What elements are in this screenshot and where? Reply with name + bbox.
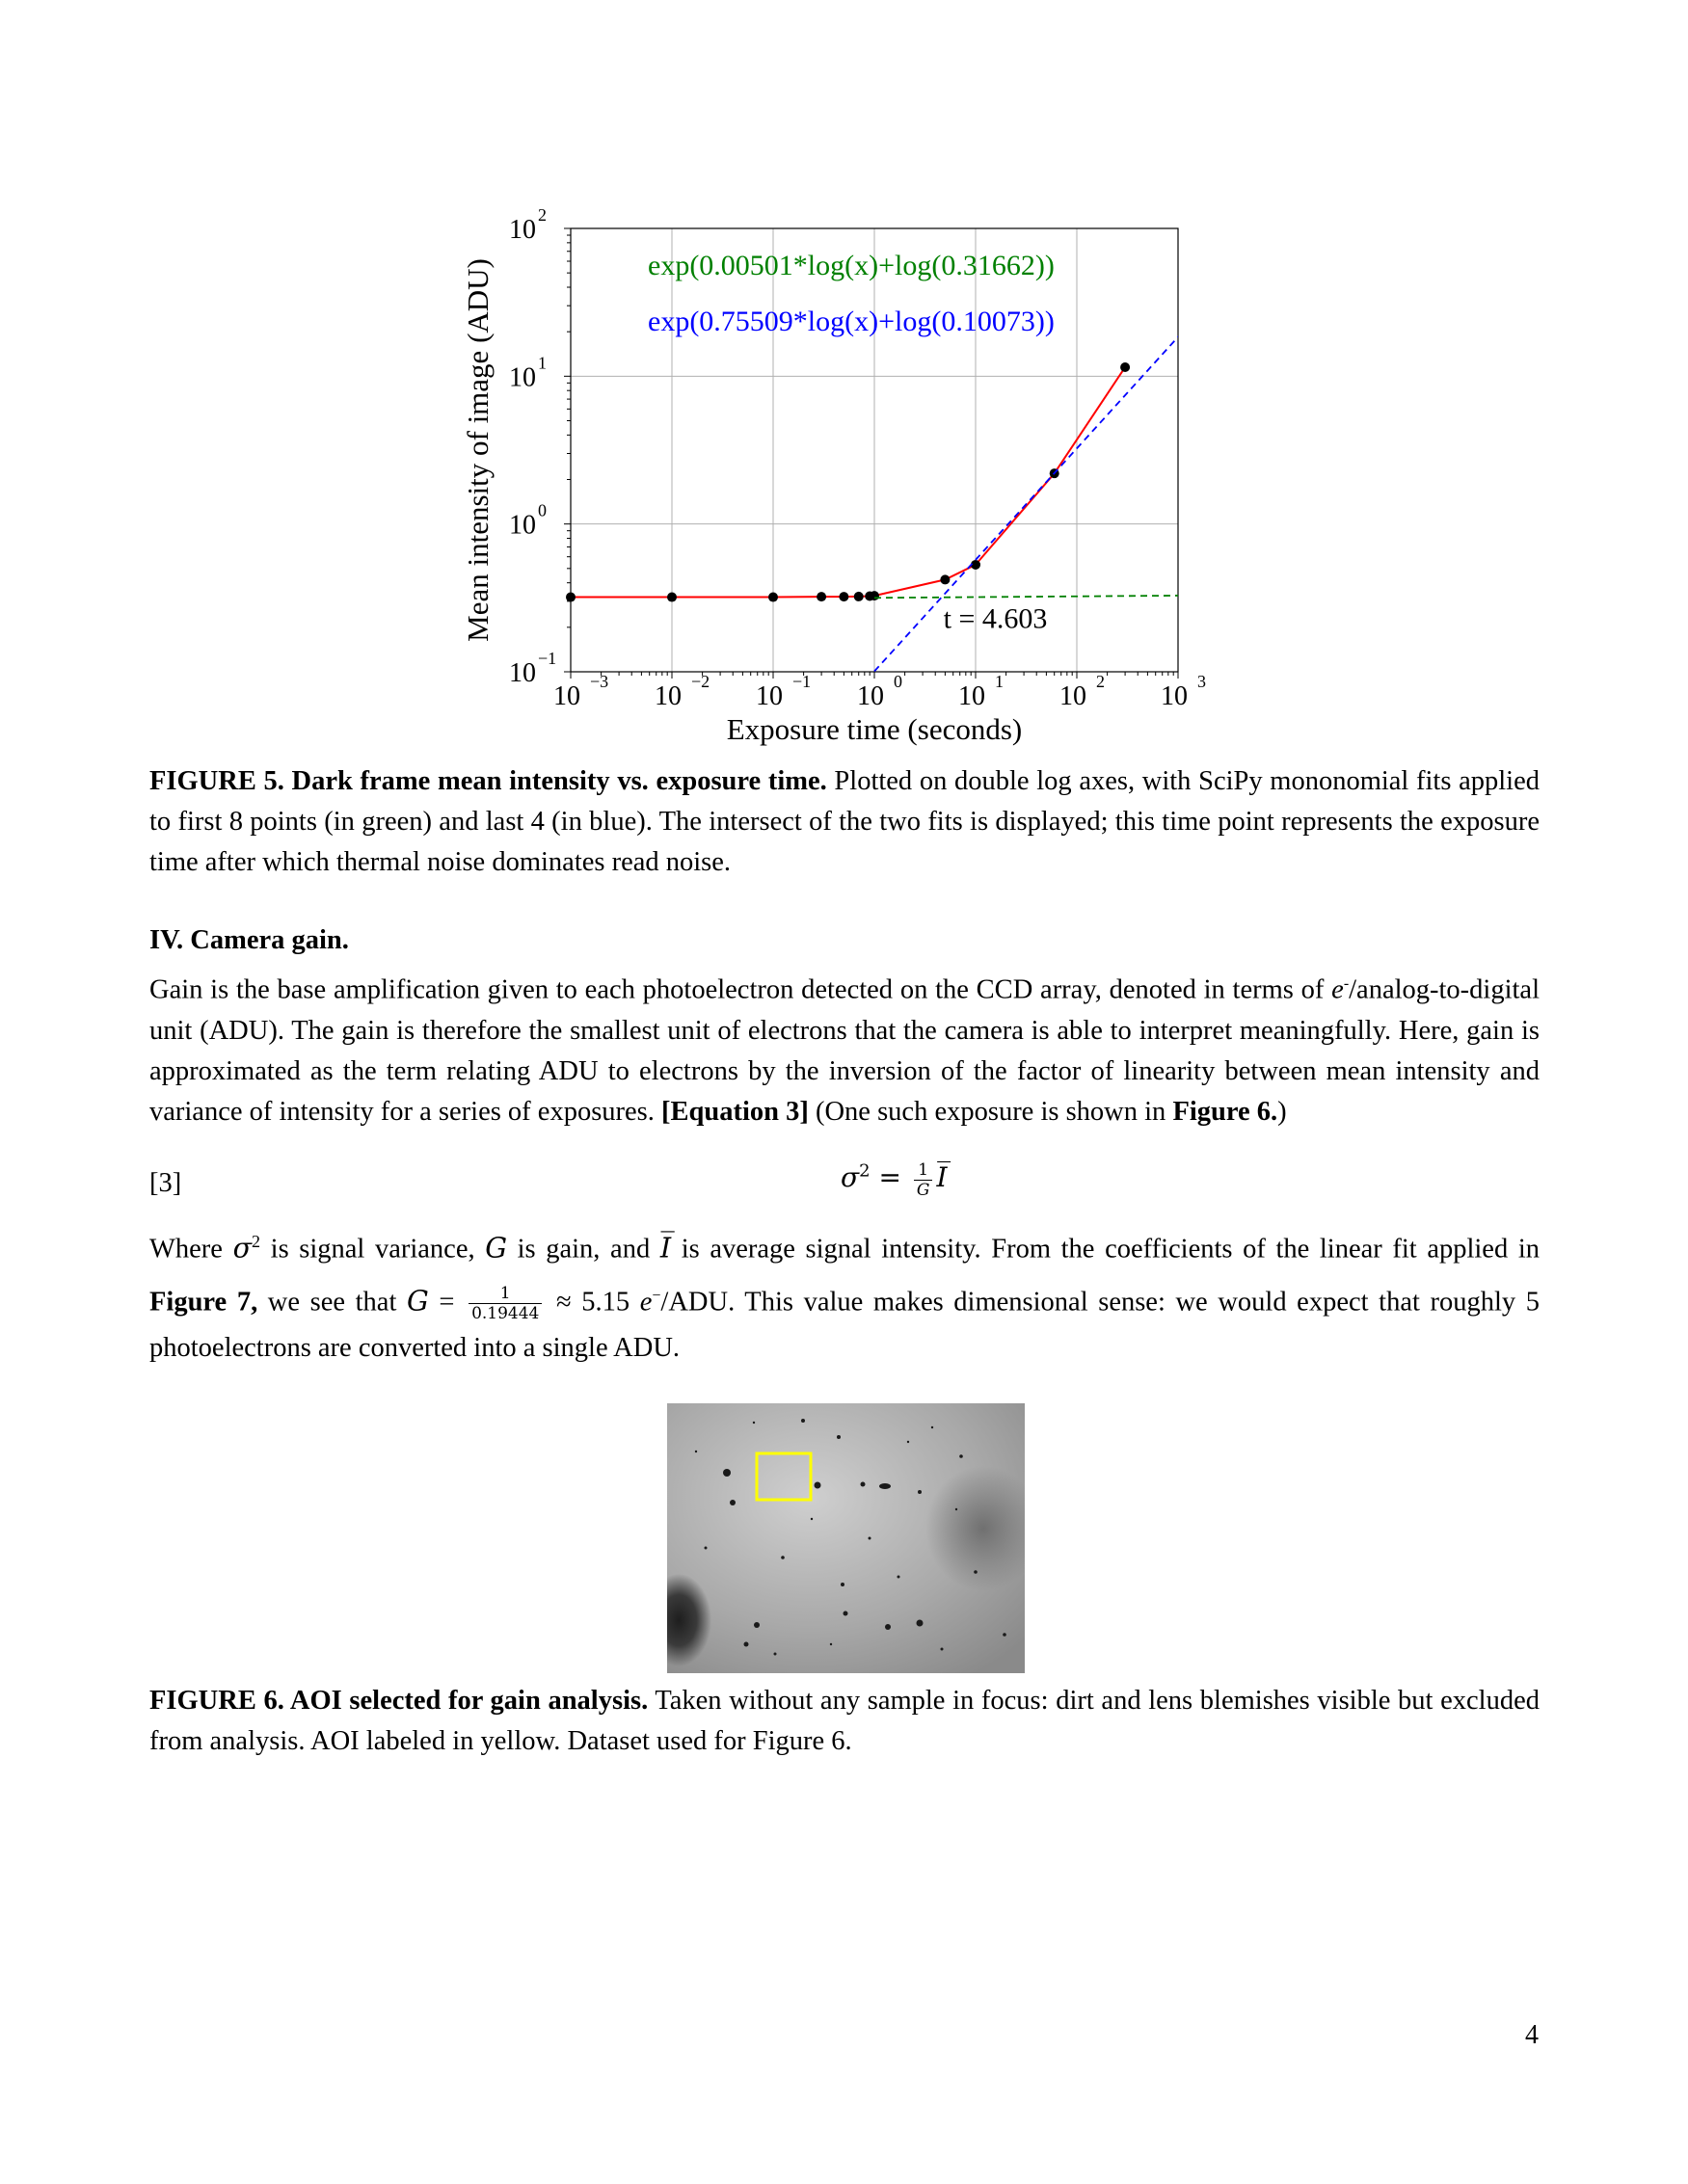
p1-text-a: Gain is the base amplification given to … (149, 974, 1332, 1005)
paragraph-gain-result: Where σ2 is signal variance, G is gain, … (149, 1218, 1540, 1372)
p1-electron-sup: - (1343, 975, 1350, 992)
figure-5-chart: 10 −3 10 −2 10 −1 10 0 10 1 10 2 10 3 10 −1 10 0 10 1 10 2 Exp… (453, 198, 1224, 757)
figure-5-caption: FIGURE 5. Dark frame mean intensity vs. … (149, 761, 1540, 883)
data-point (839, 592, 849, 602)
p2-electron-sup: − (652, 1287, 661, 1304)
data-point (1120, 362, 1131, 373)
y-tick-label-exponent: 0 (538, 501, 547, 520)
figure-6-image (667, 1403, 1025, 1673)
p2-sigma: σ (232, 1232, 253, 1265)
p2-approx: ≈ 5.15 (546, 1287, 640, 1317)
p2-gain-symbol: G (485, 1232, 507, 1265)
p2-fraction-denominator: 0.19444 (471, 1303, 540, 1323)
p2-text-f: . This value makes dimensional sense: we… (149, 1287, 1541, 1363)
p2-fraction: 1 0.19444 (469, 1284, 543, 1323)
data-point (940, 574, 951, 585)
x-tick-label: 10 (655, 681, 682, 711)
figure-6-caption: FIGURE 6. AOI selected for gain analysis… (149, 1681, 1540, 1762)
equation-equals: = (870, 1160, 910, 1193)
x-tick-label-exponent: −3 (590, 672, 608, 691)
page-number: 4 (1525, 2020, 1539, 2050)
figure-6-caption-text: Taken without any sample in focus: dirt … (149, 1686, 1540, 1756)
x-tick-label-exponent: −1 (792, 672, 811, 691)
equation-3: σ2 = 1 G I̅ (841, 1160, 948, 1200)
lens-blemish-dark (667, 1574, 711, 1666)
p2-electron: e (639, 1287, 653, 1317)
equation-intensity: I̅ (936, 1160, 948, 1193)
x-tick-label-exponent: −2 (691, 672, 710, 691)
equation-denominator: G (916, 1181, 930, 1200)
p1-figure-ref: Figure 6. (1172, 1096, 1278, 1127)
x-tick-label: 10 (756, 681, 783, 711)
data-point (667, 592, 677, 602)
p2-text-a: Where (149, 1234, 233, 1265)
equation-sigma-sup: 2 (859, 1160, 871, 1182)
x-tick-label: 10 (553, 681, 580, 711)
p1-equation-ref: [Equation 3] (661, 1096, 809, 1127)
p2-text-d: is average signal intensity. From the co… (671, 1234, 1540, 1265)
x-tick-label-exponent: 1 (995, 672, 1004, 691)
x-tick-label: 10 (1161, 681, 1188, 711)
equation-label: [3] (149, 1168, 182, 1198)
p1-text-c: (One such exposure is shown in (808, 1096, 1173, 1127)
y-tick-label: 10 (509, 658, 536, 688)
p2-text-c: is gain, and (507, 1234, 660, 1265)
fit-equation-label: exp(0.75509*log(x)+log(0.10073)) (648, 306, 1055, 337)
y-axis-label: Mean intensity of image (ADU) (461, 258, 495, 642)
fit-line (873, 595, 1178, 599)
p2-sigma-sup: 2 (252, 1232, 261, 1251)
x-tick-label: 10 (857, 681, 884, 711)
y-tick-label: 10 (509, 511, 536, 541)
y-tick-label: 10 (509, 362, 536, 392)
fit-line (873, 335, 1178, 672)
intersection-annotation: t = 4.603 (944, 602, 1048, 634)
equation-numerator: 1 (913, 1160, 933, 1181)
y-tick-label: 10 (509, 215, 536, 245)
figure-6-caption-label: FIGURE 6. AOI selected for gain analysis… (149, 1686, 649, 1716)
data-line (571, 366, 1126, 599)
y-tick-label-exponent: −1 (538, 649, 556, 668)
microscope-photo (667, 1403, 1025, 1673)
x-tick-label-exponent: 3 (1197, 672, 1206, 691)
p2-text-b: is signal variance, (260, 1234, 486, 1265)
lens-blemish (925, 1466, 1025, 1591)
dirt-specks (694, 1419, 1006, 1656)
x-tick-label: 10 (1059, 681, 1086, 711)
p2-fraction-numerator: 1 (469, 1284, 543, 1304)
equation-sigma: σ (841, 1160, 860, 1193)
p1-electron: e (1331, 974, 1344, 1005)
x-tick-label: 10 (958, 681, 985, 711)
x-axis-label: Exposure time (seconds) (727, 712, 1022, 746)
aoi-box (755, 1452, 813, 1502)
figure-5-caption-text: Plotted on double log axes, with SciPy m… (149, 766, 1540, 877)
figure-5-caption-label: FIGURE 5. Dark frame mean intensity vs. … (149, 766, 827, 796)
p1-text-b: /analog-to-digital unit (ADU). The gain … (149, 974, 1540, 1127)
p2-unit: /ADU (660, 1287, 729, 1317)
data-point (853, 591, 864, 601)
data-point (768, 592, 778, 602)
fit-equation-label: exp(0.00501*log(x)+log(0.31662)) (648, 250, 1055, 281)
data-point (566, 592, 576, 602)
section-heading: IV. Camera gain. (149, 925, 349, 955)
p2-gain-symbol-2: G (406, 1285, 429, 1317)
p2-equals: = (428, 1287, 466, 1317)
p2-text-e: we see that (257, 1287, 407, 1317)
data-point (817, 592, 827, 602)
p2-intensity-symbol: I̅ (659, 1232, 672, 1265)
chart-svg: 10 −3 10 −2 10 −1 10 0 10 1 10 2 10 310 −110 010 110 2Exp… (461, 205, 1206, 746)
x-tick-label-exponent: 2 (1096, 672, 1105, 691)
p1-text-d: ) (1277, 1096, 1287, 1127)
data-point (870, 591, 879, 601)
p2-figure-ref: Figure 7, (149, 1287, 258, 1317)
paragraph-gain: Gain is the base amplification given to … (149, 964, 1540, 1132)
y-tick-label-exponent: 1 (538, 353, 547, 372)
x-tick-label-exponent: 0 (894, 672, 902, 691)
y-tick-label-exponent: 2 (538, 205, 547, 225)
data-point (971, 559, 980, 570)
